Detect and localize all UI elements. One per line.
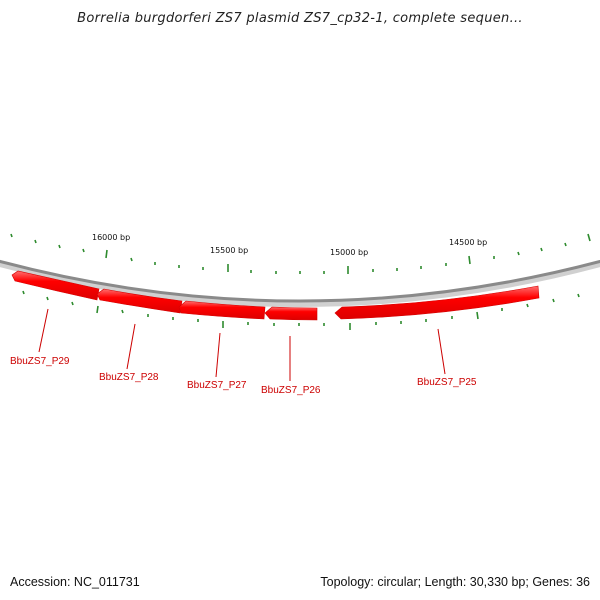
tick (105, 249, 108, 259)
tick (564, 242, 567, 247)
tick (58, 244, 61, 249)
tick (22, 290, 25, 295)
accession-text: Accession: NC_011731 (10, 575, 140, 589)
leader-line-p27 (215, 332, 221, 378)
tick (526, 303, 529, 308)
plasmid-backbone (0, 259, 600, 303)
leader-line-p29 (38, 308, 49, 353)
tick (82, 248, 85, 253)
tick (46, 296, 49, 301)
map-title: Borrelia burgdorferi ZS7 plasmid ZS7_cp3… (77, 11, 523, 26)
gene-label-p26[interactable]: BbuZS7_P26 (261, 385, 321, 396)
tick (552, 298, 555, 303)
backbone-shadow (0, 261, 600, 307)
tick (34, 239, 37, 244)
tick (10, 233, 13, 238)
scale-label-16000: 16000 bp (92, 233, 130, 242)
tick (121, 309, 124, 314)
topology-summary: Topology: circular; Length: 30,330 bp; G… (320, 575, 590, 589)
tick (587, 233, 591, 242)
leader-line-p25 (437, 328, 446, 375)
gene-label-p25[interactable]: BbuZS7_P25 (417, 377, 477, 388)
scale-label-15000: 15000 bp (330, 248, 368, 257)
tick (130, 257, 133, 262)
tick (540, 247, 543, 252)
gene-label-p28[interactable]: BbuZS7_P28 (99, 372, 159, 383)
gene-label-p29[interactable]: BbuZS7_P29 (10, 356, 70, 367)
gene-bbuzs7-p28[interactable] (96, 288, 183, 314)
tick (96, 305, 99, 314)
tick (577, 293, 580, 298)
gene-bbuzs7-p27[interactable] (178, 300, 266, 320)
gene-leader-lines (38, 308, 446, 381)
inner-scale-ticks (22, 290, 580, 330)
scale-label-14500: 14500 bp (449, 238, 487, 247)
gene-label-p27[interactable]: BbuZS7_P27 (187, 380, 247, 391)
gene-bbuzs7-p26[interactable] (264, 306, 318, 321)
scale-label-15500: 15500 bp (210, 246, 248, 255)
outer-scale-ticks (10, 233, 591, 274)
tick (71, 301, 74, 306)
tick (468, 255, 471, 265)
leader-line-p28 (126, 323, 136, 370)
tick (517, 251, 520, 256)
gene-bbuzs7-p25[interactable] (334, 285, 540, 320)
tick (476, 311, 479, 320)
